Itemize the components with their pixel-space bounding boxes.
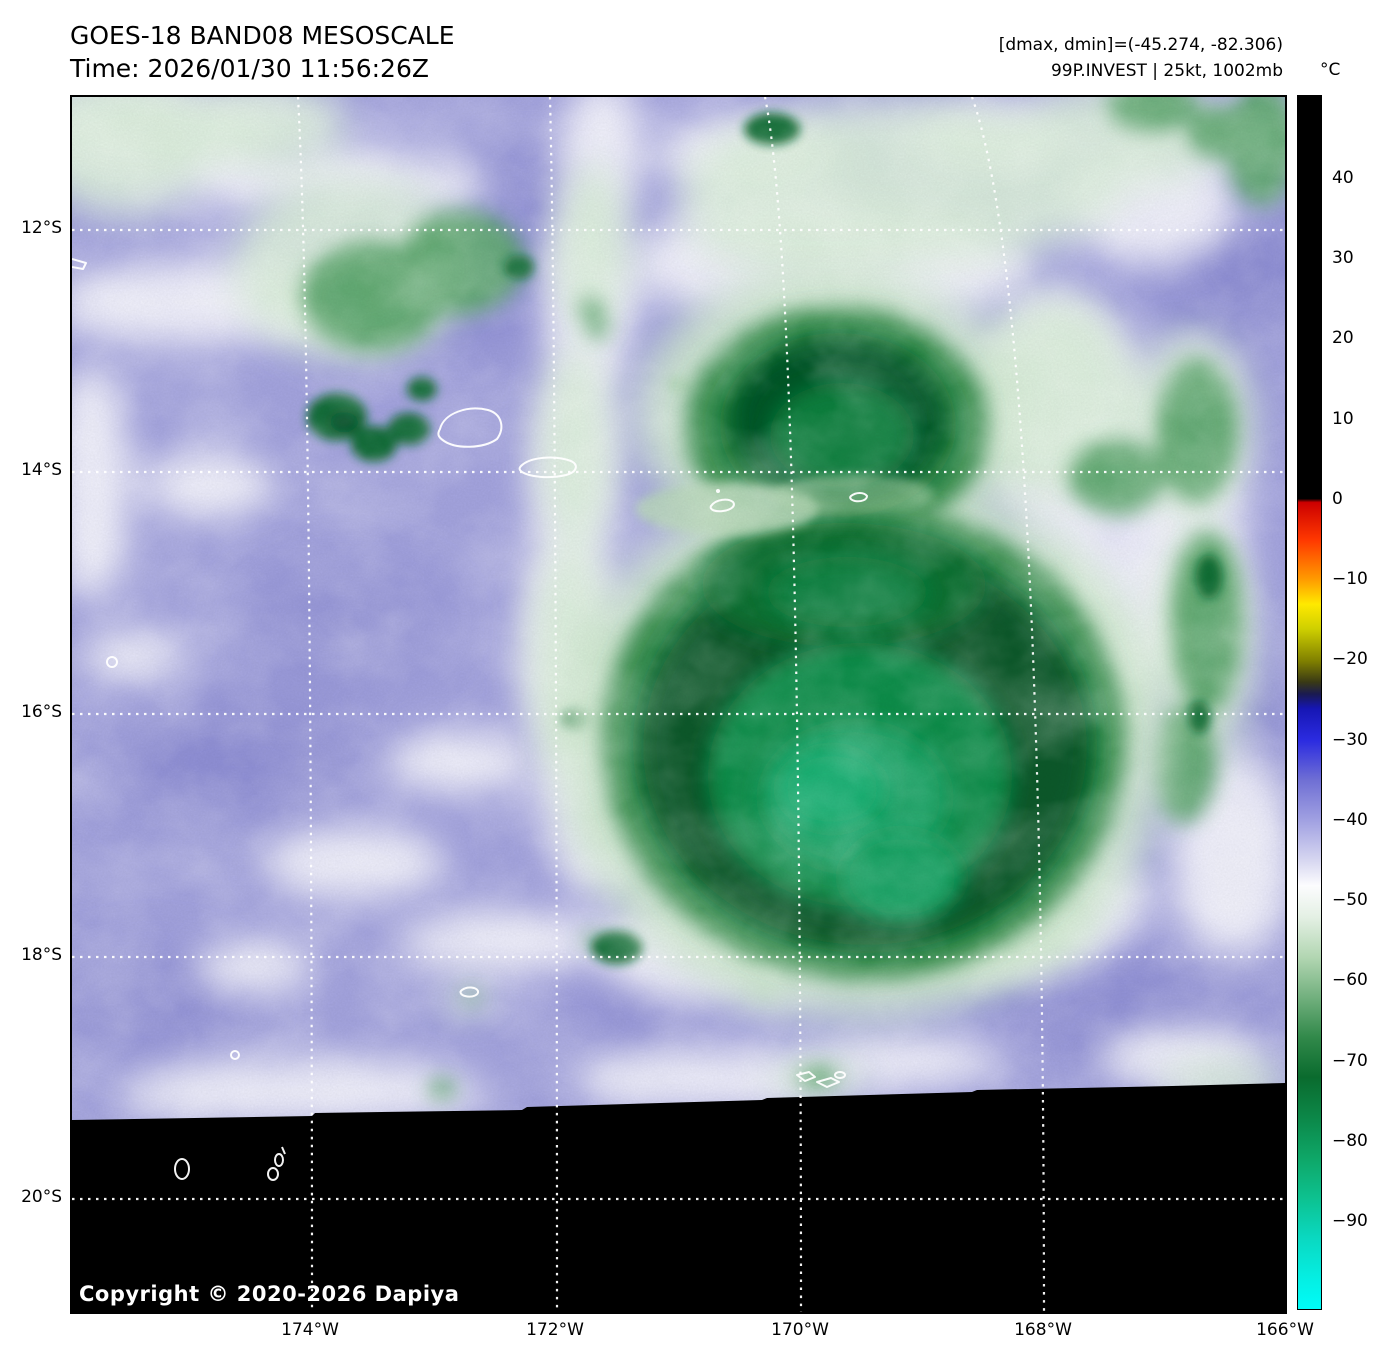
product-time: Time: 2026/01/30 11:56:26Z	[70, 53, 429, 83]
lon-tick-label: 168°W	[1014, 1320, 1072, 1340]
island-chain-south-2	[274, 1153, 284, 1167]
no-data-region	[72, 1083, 1285, 1312]
copyright-notice: Copyright © 2020-2026 Dapiya	[79, 1282, 460, 1306]
colorbar-tick-label: −80	[1332, 1131, 1368, 1151]
product-title: GOES-18 BAND08 MESOSCALE	[70, 21, 455, 50]
colorbar-tick-label: −30	[1332, 730, 1368, 750]
meridian-168w	[970, 97, 1046, 1312]
savaii-coastline	[437, 407, 503, 448]
colorbar-tick-label: −40	[1332, 810, 1368, 830]
meridian-174w	[296, 97, 314, 1312]
graticule-lines	[72, 97, 1285, 1312]
lon-tick-label: 170°W	[771, 1320, 829, 1340]
left-edge-coastline	[72, 258, 87, 270]
colorbar-tick-label: 10	[1332, 409, 1354, 429]
boundary-island-1	[796, 1071, 816, 1082]
lat-tick-label: 14°S	[21, 460, 62, 480]
island-chain-south-3	[267, 1167, 279, 1181]
colorbar-tick-label: 40	[1332, 168, 1354, 188]
small-island-dot	[716, 489, 720, 493]
island-outline-south-1	[174, 1158, 190, 1180]
storm-readout: 99P.INVEST | 25kt, 1002mb	[1050, 60, 1283, 81]
meta-block: [dmax, dmin]=(-45.274, -82.306) 99P.INVE…	[999, 33, 1283, 84]
atoll-outline-2	[230, 1050, 240, 1060]
lon-tick-label: 166°W	[1256, 1320, 1314, 1340]
colorbar-tick-label: 20	[1332, 328, 1354, 348]
meridian-170w	[763, 97, 803, 1312]
colorbar-tick-label: −90	[1332, 1211, 1368, 1231]
boundary-island-3	[834, 1071, 846, 1079]
colorbar-tick-label: −70	[1332, 1051, 1368, 1071]
lat-tick-label: 12°S	[21, 218, 62, 238]
satellite-map: Copyright © 2020-2026 Dapiya	[70, 95, 1287, 1314]
lat-tick-label: 18°S	[21, 945, 62, 965]
colorbar-gradient	[1297, 95, 1322, 1310]
tutuila-coastline	[709, 498, 735, 513]
island-chain-south	[281, 1146, 286, 1155]
colorbar-tick-label: −50	[1332, 890, 1368, 910]
lon-tick-label: 172°W	[526, 1320, 584, 1340]
colorbar-tick-label: 0	[1332, 489, 1343, 509]
colorbar-tick-label: −10	[1332, 569, 1368, 589]
satellite-scene	[72, 97, 1285, 1312]
vavau-coastline	[459, 986, 480, 998]
dmax-dmin-readout: [dmax, dmin]=(-45.274, -82.306)	[998, 35, 1283, 55]
colorbar-tick-label: −20	[1332, 649, 1368, 669]
lat-tick-label: 16°S	[21, 702, 62, 722]
lat-tick-label: 20°S	[21, 1187, 62, 1207]
colorbar-unit-label: °C	[1320, 60, 1341, 80]
manua-coastline	[849, 492, 868, 503]
colorbar-tick-label: −60	[1332, 970, 1368, 990]
coastline-overlay	[72, 258, 868, 1181]
colorbar-tick-label: 30	[1332, 248, 1354, 268]
atoll-outline-1	[106, 656, 118, 668]
lon-tick-label: 174°W	[281, 1320, 339, 1340]
header-block: GOES-18 BAND08 MESOSCALE Time: 2026/01/3…	[70, 20, 455, 85]
boundary-island-2	[816, 1077, 840, 1088]
